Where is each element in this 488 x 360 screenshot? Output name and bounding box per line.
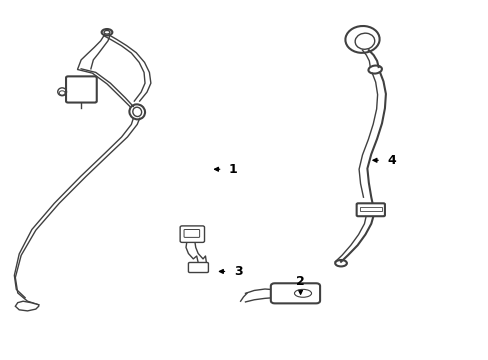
- FancyBboxPatch shape: [188, 262, 208, 273]
- FancyBboxPatch shape: [356, 203, 384, 216]
- Text: 4: 4: [386, 154, 395, 167]
- FancyBboxPatch shape: [270, 283, 320, 303]
- FancyBboxPatch shape: [183, 229, 199, 237]
- FancyBboxPatch shape: [66, 76, 97, 103]
- Text: 1: 1: [228, 163, 237, 176]
- Text: 2: 2: [296, 275, 305, 288]
- Text: 3: 3: [233, 265, 242, 278]
- FancyBboxPatch shape: [180, 226, 204, 242]
- Polygon shape: [15, 301, 39, 311]
- Bar: [359, 207, 381, 211]
